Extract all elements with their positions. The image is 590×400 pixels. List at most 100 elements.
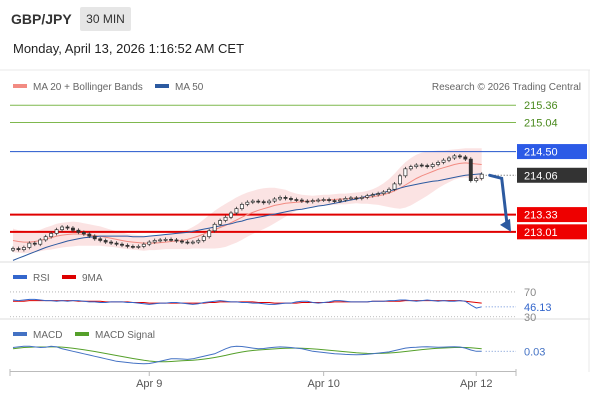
price-label-current: 214.06 [524, 170, 558, 182]
candle-body [376, 193, 381, 196]
candle-body [190, 241, 195, 244]
candle-body [234, 208, 239, 214]
candle-body [348, 197, 353, 200]
ma50-line [12, 173, 482, 261]
legend-label-ma50: MA 50 [175, 82, 204, 93]
candle-body [338, 199, 342, 202]
candle-body [354, 197, 359, 200]
candle-body [414, 164, 419, 167]
price-label-bg-support [517, 207, 587, 223]
candle-body [130, 246, 135, 248]
candle-body [370, 194, 375, 197]
credit-text: Research © 2026 Trading Central [432, 82, 581, 93]
candle-body [92, 235, 97, 240]
price-label-support: 213.01 [524, 227, 558, 239]
candle-body [27, 242, 32, 248]
price-label-bg-support [517, 224, 587, 240]
macd-line [12, 345, 482, 365]
candle-body [163, 239, 168, 241]
candle-body [441, 159, 446, 163]
candle-body [250, 200, 255, 203]
legend-swatch-macd [13, 332, 27, 336]
candle-body [430, 164, 435, 167]
timestamp: Monday, April 13, 2026 1:16:52 AM CET [13, 41, 245, 56]
candle-body [16, 248, 21, 250]
candle-body [98, 238, 103, 241]
x-tick-label: Apr 12 [460, 378, 492, 390]
candle-body [70, 227, 75, 231]
candle-body [229, 212, 233, 218]
rsi-ma-line [13, 300, 482, 304]
price-label-resistance: 215.04 [524, 117, 558, 129]
candle-body [278, 197, 283, 200]
rsi-legend: RSI 9MA [13, 273, 103, 284]
candle-body [463, 156, 468, 160]
candle-body [283, 197, 288, 199]
candle-body [316, 199, 321, 202]
candle-body [468, 158, 473, 182]
candle-body [310, 200, 315, 203]
candle-body [403, 168, 408, 177]
candle-body [196, 240, 201, 243]
candle-body [152, 240, 157, 243]
candle-body [141, 243, 146, 247]
price-labels: 215.36 215.04 214.50 214.06 213.33 213.01 [517, 100, 587, 240]
candle-body [256, 200, 261, 203]
candle-body [147, 241, 152, 245]
candle-body [11, 248, 15, 251]
x-tick-label: Apr 10 [307, 378, 339, 390]
legend-label-rsi-ma: 9MA [82, 273, 103, 284]
legend-label-ma20: MA 20 + Bollinger Bands [33, 82, 143, 93]
candle-body [43, 236, 48, 241]
candle-body [174, 239, 179, 242]
chart-header: GBP/JPY 30 MIN Monday, April 13, 2026 1:… [0, 0, 590, 70]
candle-body [398, 175, 402, 185]
candle-body [359, 197, 364, 199]
candle-body [387, 188, 392, 193]
candle-body [180, 240, 184, 243]
price-label-bg-current [517, 167, 587, 183]
candle-body [158, 239, 163, 242]
candle-body [21, 247, 26, 250]
candle-body [425, 165, 430, 167]
candles [11, 153, 484, 253]
candle-body [103, 240, 108, 243]
candle-body [245, 201, 250, 205]
main-legend: MA 20 + Bollinger Bands MA 50 Research ©… [13, 82, 581, 93]
candle-body [299, 199, 304, 202]
forecast-arrow [488, 173, 511, 232]
candle-body [201, 236, 206, 241]
candle-body [452, 155, 457, 159]
candle-body [261, 201, 266, 204]
candle-body [76, 229, 81, 233]
legend-swatch-ma20 [13, 84, 27, 88]
rsi-level-label: 30 [524, 312, 536, 324]
legend-label-rsi: RSI [33, 273, 50, 284]
rsi-current-label: 46.13 [524, 302, 552, 314]
candle-body [392, 183, 397, 190]
candle-body [327, 199, 332, 201]
rsi-line [12, 298, 482, 309]
candle-body [408, 166, 413, 170]
timeframe-button[interactable]: 30 MIN [80, 7, 131, 31]
candle-body [239, 204, 244, 210]
candle-body [365, 195, 370, 198]
candle-body [125, 244, 130, 247]
candle-body [60, 226, 65, 231]
macd-panel: 0.03 [12, 345, 545, 365]
macd-current-label: 0.03 [524, 346, 545, 358]
x-tick-label: Apr 9 [136, 378, 162, 390]
candle-body [479, 173, 484, 179]
candle-body [457, 155, 462, 158]
legend-swatch-rsi-ma [62, 275, 76, 279]
instrument-title: GBP/JPY [11, 11, 72, 27]
candle-body [223, 216, 228, 221]
legend-swatch-macd-signal [75, 332, 89, 336]
candle-body [32, 242, 37, 245]
candle-body [294, 199, 299, 201]
legend-label-macd: MACD [33, 330, 62, 341]
candle-body [54, 229, 59, 234]
forecast-arrow-shaft [488, 173, 509, 226]
